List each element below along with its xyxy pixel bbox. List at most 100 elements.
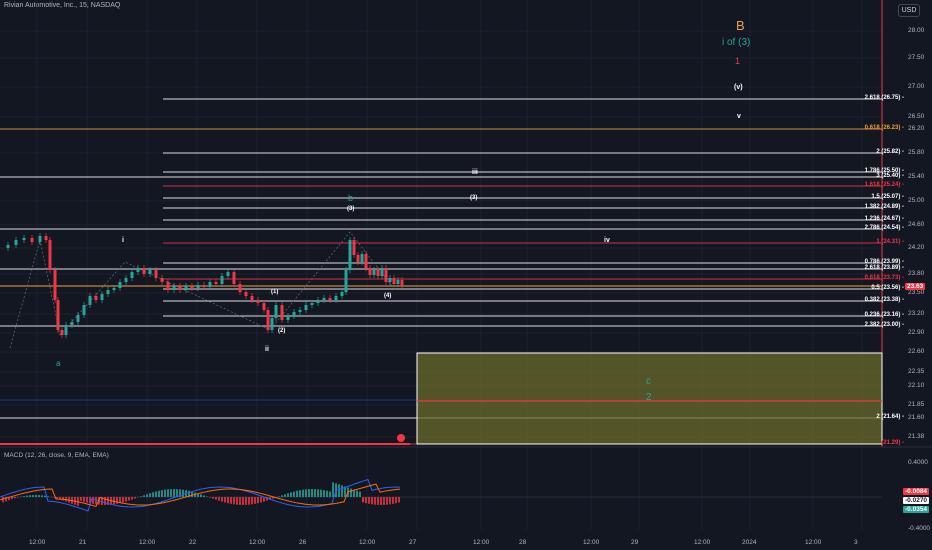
macd-hist-263 (263, 497, 265, 502)
candle-body-59 (344, 270, 348, 292)
candle-body-67 (376, 270, 380, 276)
macd-hist-317 (317, 489, 319, 497)
macd-hist-332 (332, 482, 334, 497)
fib-label-14: 0.5 (23.56) - (871, 285, 904, 291)
wave-label-1-paren: (1) (271, 289, 279, 295)
price-tick-4: 26.20 (908, 125, 925, 132)
fib-label-4: 3 (25.40) - (876, 173, 904, 179)
candle-body-39 (232, 272, 236, 284)
macd-hist-281 (281, 495, 283, 497)
macd-hist-287 (287, 493, 289, 497)
fib-label-12: 2.618 (23.89) - (864, 265, 904, 271)
macd-hist-173 (173, 489, 175, 497)
currency-button[interactable]: USD (898, 4, 920, 17)
price-tick-16: 22.10 (908, 382, 925, 389)
macd-hist-149 (149, 493, 151, 497)
macd-hist-209 (209, 497, 211, 498)
target-zone-box (416, 352, 883, 445)
macd-hist-62 (62, 497, 64, 501)
fib-label-1: 0.618 (26.23) - (864, 125, 904, 131)
time-tick-10: 12:00 (583, 539, 600, 546)
time-tick-11: 29 (631, 539, 639, 546)
candle-body-65 (368, 268, 372, 275)
macd-hist-152 (152, 492, 154, 497)
candle-body-47 (274, 305, 278, 318)
candle-body-14 (82, 305, 86, 315)
price-tick-1: 27.50 (908, 54, 925, 61)
macd-hist-128 (128, 497, 130, 501)
candle-body-70 (388, 278, 392, 282)
candle-body-48 (280, 305, 284, 320)
macd-hist-14 (14, 497, 16, 499)
macd-hist-140 (140, 496, 142, 497)
candle-body-17 (100, 294, 104, 300)
candle-body-69 (384, 268, 388, 282)
candle-body-25 (148, 270, 152, 274)
candle-body-30 (178, 286, 182, 290)
candle-body-45 (266, 310, 270, 330)
macd-badge-hist: -0.0084 (903, 488, 930, 495)
lightning-icon (397, 434, 405, 442)
macd-hist-116 (116, 497, 118, 504)
time-tick-7: 27 (409, 539, 417, 546)
candle-body-23 (136, 268, 140, 272)
macd-hist-341 (341, 485, 343, 497)
macd-hist-377 (377, 497, 379, 505)
candle-body-27 (160, 278, 164, 282)
macd-hist-35 (35, 495, 37, 497)
candle-body-63 (360, 254, 364, 262)
fib-label-19: (21.29) - (881, 440, 904, 446)
candle-body-32 (190, 286, 194, 288)
candle-body-8 (53, 270, 57, 300)
macd-hist-233 (233, 497, 235, 505)
macd-hist-218 (218, 497, 220, 501)
candle-body-44 (262, 303, 266, 310)
price-tick-6: 25.40 (908, 173, 925, 180)
candle-body-4 (30, 238, 34, 242)
wave-label-i: i (122, 237, 124, 244)
fib-label-7: 1.382 (24.89) - (864, 204, 904, 210)
candle-body-21 (124, 278, 128, 282)
candle-body-9 (56, 300, 60, 330)
candle-body-34 (202, 285, 206, 287)
wave-label-iii: iii (472, 169, 478, 176)
candle-body-53 (310, 303, 314, 305)
candle-body-31 (184, 286, 188, 290)
macd-hist-101 (101, 497, 103, 505)
candle-body-43 (256, 300, 260, 303)
macd-hist-221 (221, 497, 223, 502)
macd-hist-125 (125, 497, 127, 502)
macd-hist-182 (182, 489, 184, 497)
wave-label-b: b (348, 193, 354, 203)
macd-hist-53 (53, 497, 55, 498)
price-tick-9: 24.20 (908, 244, 925, 251)
candle-body-16 (94, 296, 98, 300)
candle-body-26 (154, 270, 158, 278)
candle-body-60 (348, 240, 352, 270)
macd-hist-314 (314, 489, 316, 497)
macd-hist-167 (167, 489, 169, 497)
fib-label-0: 2.618 (26.75) - (864, 95, 904, 101)
last-price-badge: 23.63 (905, 283, 926, 290)
candle-body-42 (250, 296, 254, 300)
macd-hist-356 (356, 490, 358, 497)
candle-body-15 (88, 296, 92, 305)
macd-hist-56 (56, 497, 58, 499)
macd-hist-2 (2, 497, 4, 503)
macd-hist-161 (161, 490, 163, 497)
macd-hist-23 (23, 496, 25, 497)
price-tick-15: 22.35 (908, 368, 925, 375)
fib-label-6: 1.5 (25.07) - (871, 194, 904, 200)
macd-hist-164 (164, 489, 166, 497)
macd-hist-380 (380, 497, 382, 505)
candle-body-38 (226, 272, 230, 276)
candle-body-73 (400, 280, 404, 286)
price-tick-2: 27.00 (908, 83, 925, 90)
price-tick-13: 22.90 (908, 329, 925, 336)
candle-body-58 (340, 292, 344, 296)
candle-body-64 (364, 254, 368, 268)
macd-badge-signal: -0.0354 (903, 506, 930, 513)
macd-hist-395 (395, 497, 397, 504)
macd-hist-254 (254, 497, 256, 504)
